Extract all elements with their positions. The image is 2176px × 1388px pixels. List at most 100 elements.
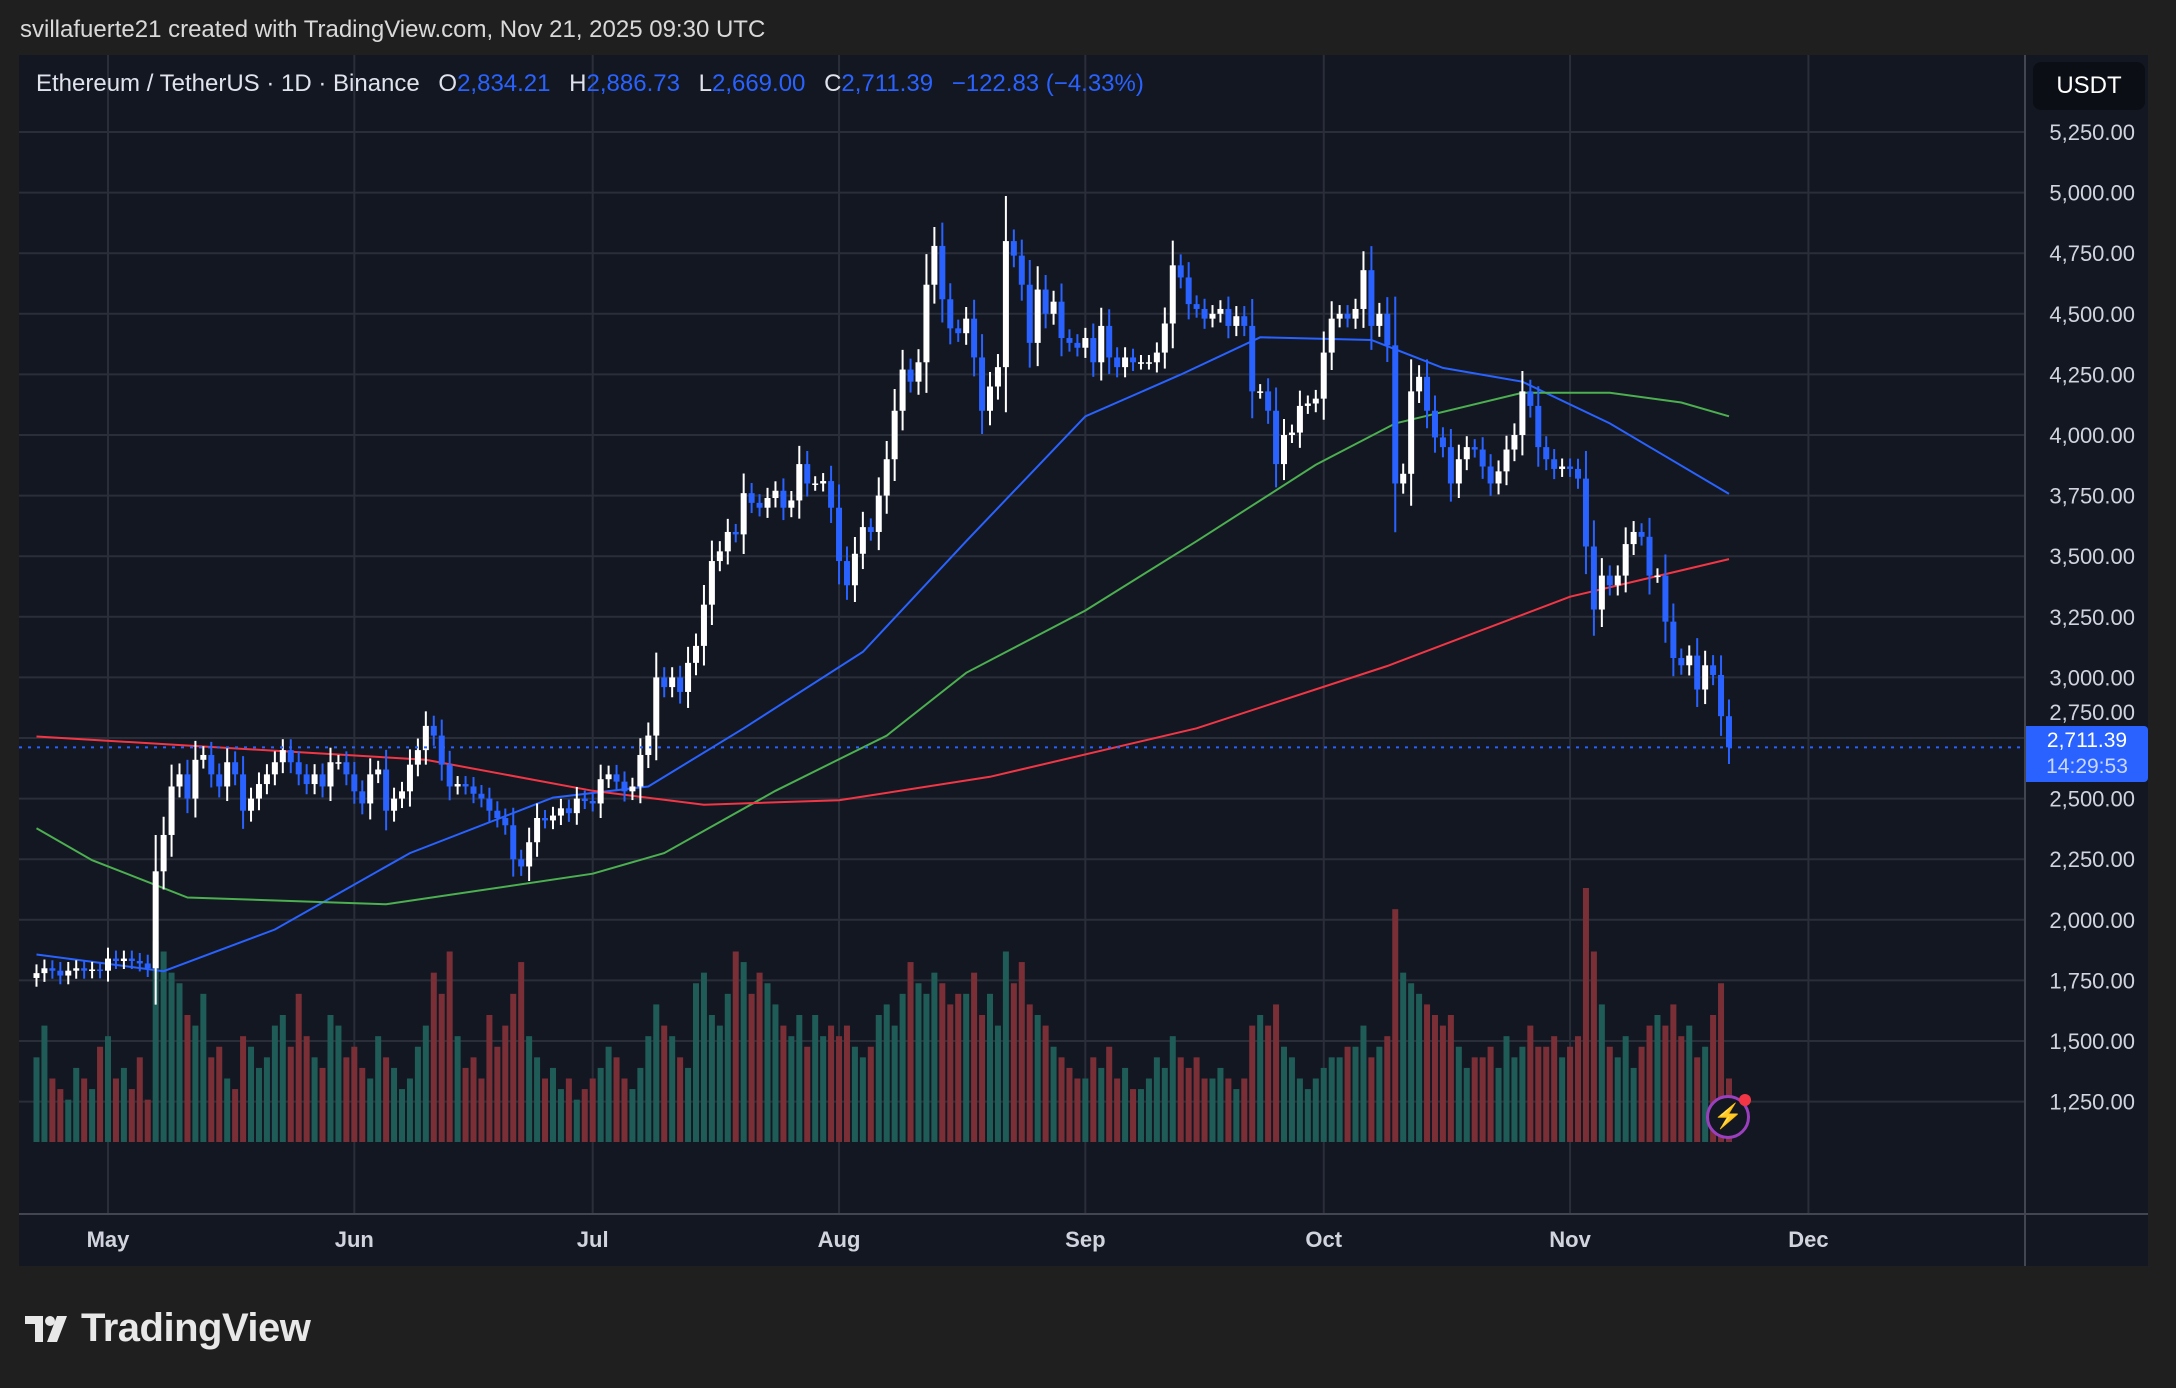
candle: [1575, 458, 1582, 489]
candle-body: [518, 859, 525, 867]
price-tick-label: 2,250.00: [2049, 847, 2135, 872]
candle-body: [1686, 655, 1693, 666]
candle-body: [796, 464, 803, 501]
candle-body: [899, 369, 906, 411]
candle: [216, 763, 223, 798]
volume-bar: [1320, 1067, 1327, 1142]
volume-bar: [804, 1046, 811, 1142]
volume-bar: [375, 1036, 382, 1142]
volume-bar: [152, 940, 159, 1142]
volume-bar: [1431, 1015, 1438, 1142]
candle-body: [1519, 391, 1526, 435]
candle-body: [1582, 478, 1589, 547]
currency-button[interactable]: USDT: [2033, 62, 2145, 110]
candle: [939, 222, 946, 323]
volume-bar: [1225, 1078, 1232, 1142]
candle: [1265, 378, 1272, 424]
volume-bar: [1400, 972, 1407, 1142]
volume-bar: [271, 1025, 278, 1142]
candle-body: [534, 817, 541, 843]
volume-bar: [1408, 983, 1415, 1142]
volume-bar: [994, 1025, 1001, 1142]
price-chart[interactable]: 5,250.00 5,000.00 4,750.00 4,500.00 4,250.00…: [19, 55, 2148, 1266]
candle: [923, 254, 930, 393]
candle-body: [446, 764, 453, 787]
tradingview-logo[interactable]: TradingView: [25, 1306, 311, 1351]
candle-body: [1614, 575, 1621, 586]
high-label: H: [569, 70, 587, 97]
candle: [1344, 305, 1351, 328]
candle: [1590, 520, 1597, 636]
chart-pane[interactable]: 5,250.00 5,000.00 4,750.00 4,500.00 4,250.00…: [19, 55, 2148, 1266]
symbol-name[interactable]: Ethereum / TetherUS · 1D · Binance: [36, 70, 420, 97]
volume-bar: [1582, 888, 1589, 1142]
candle-body: [192, 759, 199, 799]
volume-bar: [1471, 1057, 1478, 1142]
volume-bar: [438, 993, 445, 1142]
candle: [653, 652, 660, 761]
volume-bar: [1360, 1025, 1367, 1142]
candle: [534, 803, 541, 857]
candle: [772, 481, 779, 508]
candle: [1050, 290, 1057, 325]
volume-bar: [724, 993, 731, 1142]
candle-body: [677, 677, 684, 692]
notification-dot: [1739, 1094, 1751, 1106]
candle-body: [1344, 313, 1351, 319]
volume-bar: [1002, 951, 1009, 1142]
volume-bar: [915, 983, 922, 1142]
candle: [200, 746, 207, 769]
volume-bar: [414, 1046, 421, 1142]
volume-bar: [510, 993, 517, 1142]
volume-bar: [685, 1067, 692, 1142]
candle-body: [391, 798, 398, 811]
candle-body: [33, 973, 40, 978]
price-tick-label: 3,750.00: [2049, 484, 2135, 509]
candle: [248, 787, 255, 822]
candle: [263, 764, 270, 795]
moving-average-line: [36, 336, 1730, 973]
candle: [693, 633, 700, 676]
candle: [240, 756, 247, 829]
volume-bar: [1058, 1057, 1065, 1142]
candle-body: [1257, 391, 1264, 393]
candle-body: [279, 750, 286, 763]
candle: [661, 667, 668, 698]
candle-body: [1265, 391, 1272, 411]
candle-body: [597, 779, 604, 804]
candle-body: [732, 531, 739, 535]
candle: [1702, 650, 1709, 705]
candle-body: [1384, 313, 1391, 346]
candle-body: [971, 318, 978, 358]
candle-body: [144, 963, 151, 969]
volume-bar: [557, 1089, 564, 1142]
moving-average-line: [36, 391, 1730, 906]
candle-body: [1050, 301, 1057, 314]
volume-bar: [1702, 1046, 1709, 1142]
candle: [1185, 262, 1192, 320]
candle-body: [756, 502, 763, 508]
candle-body: [907, 369, 914, 382]
candle: [851, 537, 858, 603]
candle-body: [1082, 338, 1089, 348]
volume-bar: [97, 1046, 104, 1142]
volume-bar: [534, 1057, 541, 1142]
lightning-bolt-icon[interactable]: ⚡: [1706, 1094, 1751, 1139]
candle: [160, 816, 167, 890]
volume-bar: [653, 1004, 660, 1142]
candle: [33, 964, 40, 987]
candle-body: [1567, 466, 1574, 469]
price-tick-label: 4,750.00: [2049, 241, 2135, 266]
candle-body: [772, 490, 779, 499]
candle: [1137, 355, 1144, 370]
candle-body: [240, 774, 247, 811]
low-value: 2,669.00: [711, 70, 806, 97]
candle: [1511, 423, 1518, 462]
candle-body: [963, 318, 970, 334]
candle: [97, 961, 104, 979]
volume-bar: [1249, 1025, 1256, 1142]
candle: [1106, 309, 1113, 375]
candle: [1678, 648, 1685, 675]
candle: [462, 776, 469, 795]
candle: [883, 441, 890, 514]
